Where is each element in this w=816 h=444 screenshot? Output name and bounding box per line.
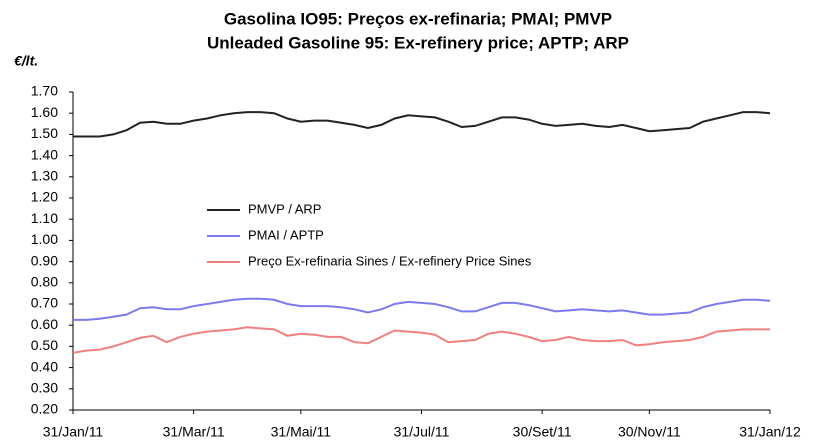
chart-subtitle: Unleaded Gasoline 95: Ex-refinery price;… [207, 33, 629, 52]
y-tick-label: 0.50 [31, 337, 58, 353]
y-tick-label: 0.40 [31, 358, 58, 374]
x-tick-label: 31/Mai/11 [271, 424, 332, 440]
x-tick-label: 31/Mar/11 [163, 424, 225, 440]
legend-label: PMAI / APTP [248, 227, 324, 242]
y-tick-label: 1.10 [31, 210, 58, 226]
x-tick-label: 30/Nov/11 [618, 424, 681, 440]
series-line [73, 111, 771, 138]
y-tick-label: 1.70 [31, 83, 58, 99]
x-tick-label: 30/Set/11 [513, 424, 572, 440]
chart-title: Gasolina IO95: Preços ex-refinaria; PMAI… [224, 9, 612, 28]
x-tick-label: 31/Jan/12 [739, 424, 801, 440]
y-tick-label: 0.60 [31, 316, 58, 332]
y-tick-label: 0.20 [31, 401, 58, 417]
series-line [73, 297, 771, 321]
y-tick-label: 0.70 [31, 295, 58, 311]
y-tick-label: 1.40 [31, 146, 58, 162]
x-tick-label: 31/Jul/11 [394, 424, 450, 440]
y-tick-label: 1.20 [31, 189, 58, 205]
y-tick-label: 0.90 [31, 252, 58, 268]
series-line [72, 326, 770, 354]
legend-label: Preço Ex-refinaria Sines / Ex-refinery P… [248, 253, 532, 268]
y-tick-label: 1.60 [31, 104, 58, 120]
y-tick-label: 0.30 [31, 380, 58, 396]
y-tick-label: 1.00 [31, 231, 58, 247]
y-axis-label: €/lt. [14, 53, 38, 69]
y-tick-label: 0.80 [31, 274, 58, 290]
legend-label: PMVP / ARP [248, 201, 321, 216]
y-tick-label: 1.50 [31, 125, 58, 141]
x-tick-label: 31/Jan/11 [43, 424, 104, 440]
y-tick-label: 1.30 [31, 168, 58, 184]
